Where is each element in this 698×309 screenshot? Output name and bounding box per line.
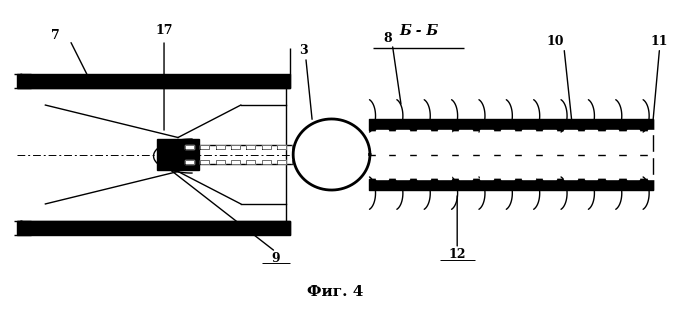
- Polygon shape: [396, 175, 409, 179]
- Polygon shape: [543, 175, 556, 179]
- Polygon shape: [627, 130, 639, 134]
- Polygon shape: [522, 130, 535, 134]
- Polygon shape: [246, 145, 255, 149]
- Polygon shape: [585, 130, 597, 134]
- Polygon shape: [627, 175, 639, 179]
- Polygon shape: [564, 130, 577, 134]
- Polygon shape: [564, 152, 577, 157]
- Text: Фиг. 4: Фиг. 4: [307, 285, 363, 299]
- Polygon shape: [480, 152, 493, 157]
- Polygon shape: [438, 130, 451, 134]
- Polygon shape: [292, 160, 302, 164]
- Polygon shape: [501, 175, 514, 179]
- Text: 11: 11: [651, 35, 669, 48]
- Polygon shape: [216, 145, 225, 149]
- Polygon shape: [157, 139, 199, 170]
- Polygon shape: [543, 152, 556, 157]
- Polygon shape: [480, 130, 493, 134]
- Text: 8: 8: [383, 32, 392, 45]
- Polygon shape: [627, 152, 639, 157]
- Polygon shape: [606, 175, 618, 179]
- Polygon shape: [396, 130, 409, 134]
- Polygon shape: [522, 152, 535, 157]
- Text: 3: 3: [299, 44, 308, 57]
- Polygon shape: [648, 152, 660, 157]
- Polygon shape: [200, 160, 209, 164]
- Polygon shape: [262, 160, 271, 164]
- Polygon shape: [522, 175, 535, 179]
- Polygon shape: [277, 160, 286, 164]
- Polygon shape: [648, 175, 660, 179]
- Text: 17: 17: [155, 24, 173, 37]
- Polygon shape: [246, 160, 255, 164]
- Polygon shape: [376, 130, 388, 134]
- Polygon shape: [501, 152, 514, 157]
- Text: 10: 10: [546, 35, 564, 48]
- Text: Б - Б: Б - Б: [399, 24, 438, 38]
- Polygon shape: [417, 130, 430, 134]
- Polygon shape: [480, 175, 493, 179]
- Polygon shape: [564, 175, 577, 179]
- Polygon shape: [438, 175, 451, 179]
- Text: 12: 12: [448, 248, 466, 261]
- Polygon shape: [501, 130, 514, 134]
- Polygon shape: [231, 145, 240, 149]
- Polygon shape: [200, 145, 209, 149]
- Polygon shape: [216, 160, 225, 164]
- Polygon shape: [417, 152, 430, 157]
- Polygon shape: [376, 152, 388, 157]
- Polygon shape: [417, 175, 430, 179]
- Polygon shape: [231, 160, 240, 164]
- Polygon shape: [376, 175, 388, 179]
- Polygon shape: [293, 119, 370, 190]
- Polygon shape: [543, 130, 556, 134]
- Polygon shape: [292, 145, 302, 149]
- Text: 7: 7: [52, 29, 60, 42]
- Polygon shape: [606, 130, 618, 134]
- Polygon shape: [459, 130, 472, 134]
- Polygon shape: [585, 152, 597, 157]
- Polygon shape: [277, 145, 286, 149]
- Polygon shape: [185, 145, 194, 149]
- Text: 9: 9: [272, 252, 280, 265]
- Polygon shape: [585, 175, 597, 179]
- Polygon shape: [438, 152, 451, 157]
- Polygon shape: [185, 160, 194, 164]
- Polygon shape: [606, 152, 618, 157]
- Polygon shape: [459, 175, 472, 179]
- Polygon shape: [262, 145, 271, 149]
- Polygon shape: [648, 130, 660, 134]
- Polygon shape: [459, 152, 472, 157]
- Polygon shape: [396, 152, 409, 157]
